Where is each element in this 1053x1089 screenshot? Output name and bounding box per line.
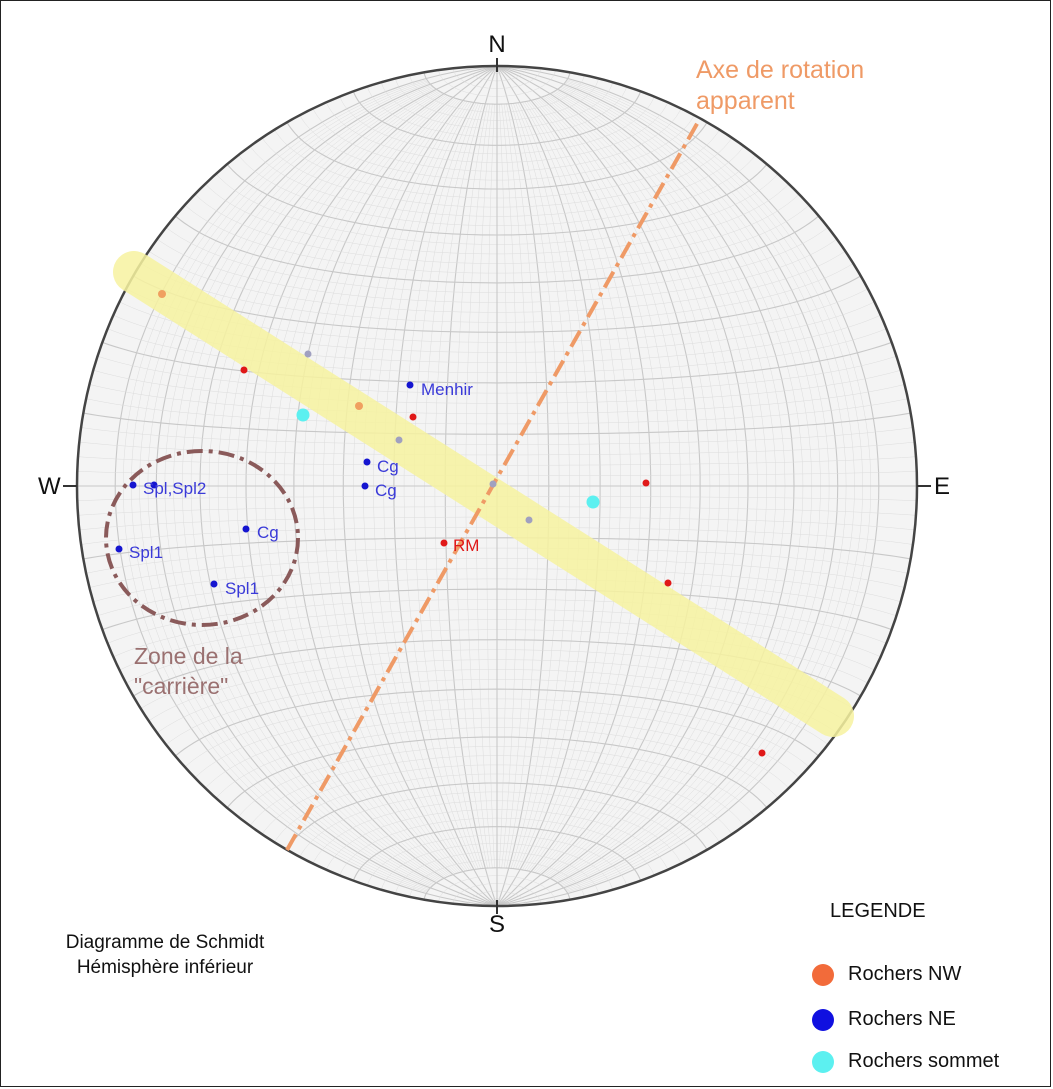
point-cg [242,525,250,533]
label-rm: RM [453,536,479,555]
label-spl1: Spl1 [225,579,259,598]
point-red [758,749,766,757]
point-sommet [296,408,310,422]
point-grey [395,436,403,444]
legend-item-nw: Rochers NW [812,963,961,986]
point-grey [525,516,533,524]
point-rm [440,539,448,547]
legend-label-ne: Rochers NE [848,1008,956,1030]
axis-label-line2: apparent [696,87,795,115]
point-sommet [586,495,600,509]
north-label: N [488,31,505,58]
point-red [664,579,672,587]
west-label: W [38,473,61,500]
label-cg: Cg [377,457,399,476]
point-red [240,366,248,374]
legend-swatch-nw [812,963,834,986]
axis-label-line1: Axe de rotation [696,56,864,84]
point-spl2 [150,481,158,489]
zone-label-line1: Zone de la [134,643,243,669]
plane-band [113,251,854,737]
point-spl1 [210,580,218,588]
point-grey [304,350,312,358]
legend-title: LEGENDE [830,900,926,922]
diagram-caption: Diagramme de Schmidt Hémisphère inférieu… [0,930,330,980]
label-spl-spl2: Spl,Spl2 [143,479,206,498]
point-cg [361,482,369,490]
point-spl1 [115,545,123,553]
quarry-zone-circle [104,449,300,627]
legend-item-sommet: Rochers sommet [812,1050,999,1073]
zone-label-line2: "carrière" [134,673,228,699]
south-label: S [489,911,505,938]
point-menhir [406,381,414,389]
caption-line1: Diagramme de Schmidt [65,932,265,953]
legend-swatch-ne [812,1008,834,1031]
point-grey [489,480,497,488]
legend-label-sommet: Rochers sommet [848,1050,1000,1072]
net-gridlines [77,66,917,906]
east-label: E [934,473,950,500]
label-menhir: Menhir [421,380,473,399]
point-nw [158,290,166,298]
point-red [409,413,417,421]
label-cg: Cg [257,523,279,542]
legend-swatch-sommet [812,1050,834,1073]
label-spl1: Spl1 [129,543,163,562]
legend-label-nw: Rochers NW [848,963,962,985]
point-nw [355,402,363,410]
caption-line2: Hémisphère inférieur [76,957,254,978]
legend-item-ne: Rochers NE [812,1008,956,1031]
point-cg [363,458,371,466]
point-spl [129,481,137,489]
point-red [642,479,650,487]
label-cg: Cg [375,481,397,500]
